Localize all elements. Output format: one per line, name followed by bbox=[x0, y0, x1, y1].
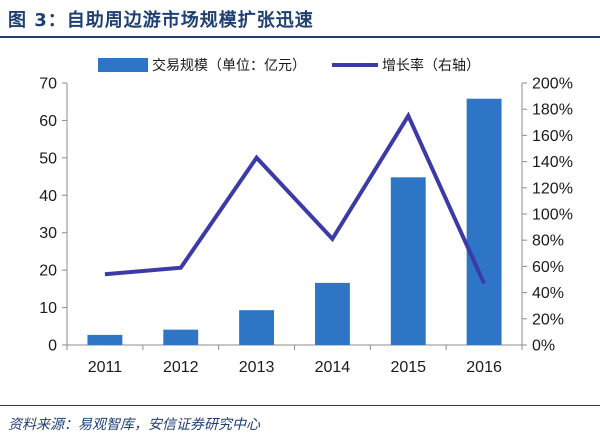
tick-labels: 0 10 20 30 40 50 60 70 0% 20% 40% 60% 80% 100% 120% 140… bbox=[39, 76, 573, 377]
left-axis-tick-label: 60 bbox=[39, 113, 57, 130]
x-axis-tick-label: 2015 bbox=[390, 359, 426, 376]
bar bbox=[466, 98, 502, 345]
left-axis-tick-label: 40 bbox=[39, 188, 57, 205]
source-note: 资料来源：易观智库，安信证券研究中心 bbox=[8, 417, 260, 433]
right-axis-tick-label: 0% bbox=[532, 338, 555, 355]
bar bbox=[390, 177, 426, 345]
left-axis-tick-label: 30 bbox=[39, 225, 57, 242]
right-axis-tick-label: 60% bbox=[532, 259, 564, 276]
right-axis-tick-label: 120% bbox=[532, 180, 573, 197]
left-axis-tick-label: 20 bbox=[39, 263, 57, 280]
bar bbox=[87, 334, 123, 345]
bar bbox=[314, 282, 350, 345]
left-axis-tick-label: 0 bbox=[48, 338, 57, 355]
left-axis-tick-label: 10 bbox=[39, 300, 57, 317]
x-axis-tick-label: 2016 bbox=[466, 359, 502, 376]
right-axis-tick-label: 100% bbox=[532, 207, 573, 224]
legend-bar-label: 交易规模（单位：亿元） bbox=[152, 57, 306, 74]
growth-rate-line bbox=[104, 111, 486, 285]
x-axis-tick-label: 2014 bbox=[315, 359, 351, 376]
right-axis-tick-label: 140% bbox=[532, 154, 573, 171]
right-axis-tick-label: 200% bbox=[532, 76, 573, 93]
x-axis-tick-label: 2011 bbox=[88, 359, 123, 376]
legend: 交易规模（单位：亿元） 增长率（右轴） bbox=[98, 57, 480, 74]
x-axis-tick-label: 2013 bbox=[239, 359, 275, 376]
right-axis-tick-label: 180% bbox=[532, 102, 573, 119]
source-divider bbox=[0, 405, 600, 406]
legend-bar-swatch bbox=[98, 58, 148, 72]
right-axis-tick-label: 40% bbox=[532, 285, 564, 302]
line-series bbox=[104, 111, 486, 285]
figure-title: 图 3：自助周边游市场规模扩张迅速 bbox=[8, 10, 314, 31]
right-axis-tick-label: 160% bbox=[532, 128, 573, 145]
bar bbox=[163, 329, 199, 345]
left-axis-tick-label: 50 bbox=[39, 150, 57, 167]
axes bbox=[62, 82, 527, 350]
legend-line-label: 增长率（右轴） bbox=[382, 57, 480, 74]
title-divider bbox=[0, 36, 600, 38]
bar-series bbox=[87, 98, 502, 345]
right-axis-tick-label: 20% bbox=[532, 311, 564, 328]
right-axis-tick-label: 80% bbox=[532, 233, 564, 250]
x-axis-tick-label: 2012 bbox=[163, 359, 199, 376]
bar bbox=[239, 310, 275, 345]
left-axis-tick-label: 70 bbox=[39, 76, 57, 93]
